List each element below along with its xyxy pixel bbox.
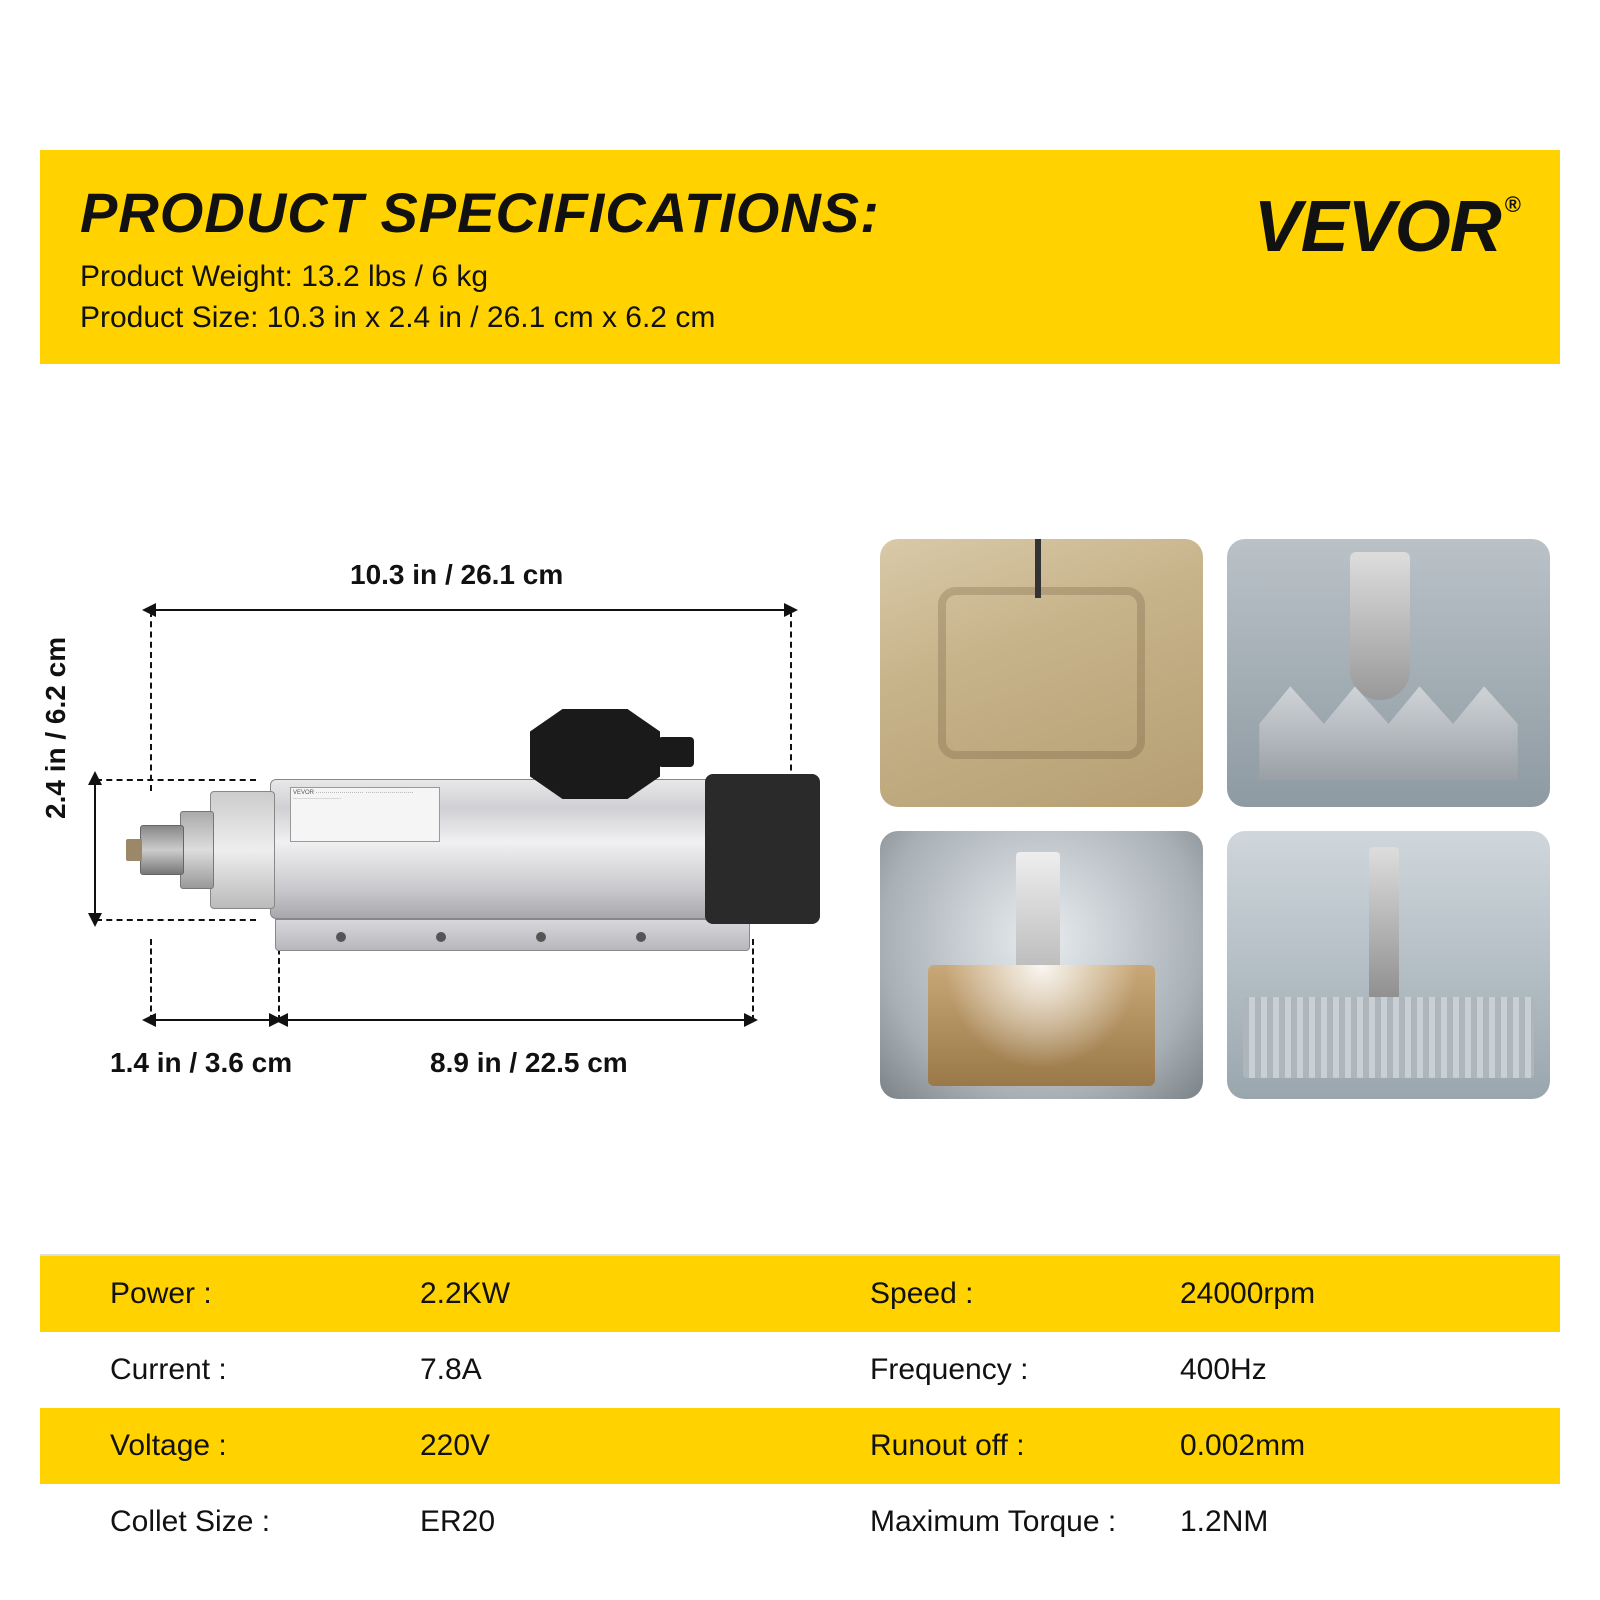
weight-label: Product Weight: [80,260,293,293]
dim-left-line [94,779,96,919]
dim-top-line [150,609,790,611]
dim-top-label: 10.3 in / 26.1 cm [350,559,563,591]
front-bearing-block [210,791,275,909]
dim-b1-line [150,1019,275,1021]
collet-nut [140,825,184,875]
product-size-line: Product Size: 10.3 in x 2.4 in / 26.1 cm… [80,298,1254,339]
dim-b2-line [282,1019,750,1021]
spec-row: Collet Size : ER20 Maximum Torque : 1.2N… [40,1484,1560,1560]
spec-label: Collet Size : [40,1505,420,1539]
thumb-wood-carving [880,539,1203,807]
spec-label: Maximum Torque : [800,1505,1180,1539]
dim-b1-arrow-l [142,1013,156,1027]
dim-left-arrow-up [88,771,102,785]
dim-left-label: 2.4 in / 6.2 cm [40,637,72,819]
spec-label: Runout off : [800,1429,1180,1463]
spec-label: Frequency : [800,1353,1180,1387]
junction-box [530,709,660,799]
shaft-collar [180,811,214,889]
weight-value: 13.2 lbs / 6 kg [301,260,488,293]
mount-hole [336,932,346,942]
motor-nameplate: VEVOR ························ ·········… [290,787,440,842]
cable-gland [658,737,694,767]
spec-label: Voltage : [40,1429,420,1463]
spec-value: 220V [420,1429,800,1463]
application-thumbnails [880,539,1550,1099]
mount-hole [536,932,546,942]
thumb-metal-milling [1227,539,1550,807]
spindle-motor-illustration: VEVOR ························ ·········… [110,709,810,969]
spec-value: 24000rpm [1180,1277,1560,1311]
spec-label: Speed : [800,1277,1180,1311]
mount-hole [636,932,646,942]
dim-b2-arrow-r [744,1013,758,1027]
spec-row: Current : 7.8A Frequency : 400Hz [40,1332,1560,1408]
spec-table: Power : 2.2KW Speed : 24000rpm Current :… [40,1254,1560,1560]
spec-value: ER20 [420,1505,800,1539]
size-value: 10.3 in x 2.4 in / 26.1 cm x 6.2 cm [267,301,716,334]
spec-value: 2.2KW [420,1277,800,1311]
spec-row: Voltage : 220V Runout off : 0.002mm [40,1408,1560,1484]
spec-row: Power : 2.2KW Speed : 24000rpm [40,1256,1560,1332]
collet-tip [126,839,142,861]
spec-value: 1.2NM [1180,1505,1560,1539]
brand-text: VEVOR [1254,187,1501,267]
dim-b2-arrow-l [274,1013,288,1027]
product-weight-line: Product Weight: 13.2 lbs / 6 kg [80,257,1254,298]
spec-label: Power : [40,1277,420,1311]
spec-value: 7.8A [420,1353,800,1387]
size-label: Product Size: [80,301,258,334]
thumb-pcb-drilling [1227,831,1550,1099]
dim-top-arrow-left [142,603,156,617]
fan-housing [705,774,820,924]
dim-b1-label: 1.4 in / 3.6 cm [110,1047,292,1079]
header-text-block: PRODUCT SPECIFICATIONS: Product Weight: … [80,180,1254,338]
registered-mark: ® [1505,192,1520,217]
section-title: PRODUCT SPECIFICATIONS: [80,180,1254,245]
spec-label: Current : [40,1353,420,1387]
spec-value: 400Hz [1180,1353,1560,1387]
mounting-base [275,919,750,951]
middle-section: 10.3 in / 26.1 cm 2.4 in / 6.2 cm 1.4 in… [40,364,1560,1254]
dim-b2-label: 8.9 in / 22.5 cm [430,1047,628,1079]
dimension-diagram: 10.3 in / 26.1 cm 2.4 in / 6.2 cm 1.4 in… [50,559,850,1079]
header-band: PRODUCT SPECIFICATIONS: Product Weight: … [40,150,1560,364]
mount-hole [436,932,446,942]
brand-logo: VEVOR® [1254,180,1520,268]
thumb-wet-machining [880,831,1203,1099]
spec-value: 0.002mm [1180,1429,1560,1463]
